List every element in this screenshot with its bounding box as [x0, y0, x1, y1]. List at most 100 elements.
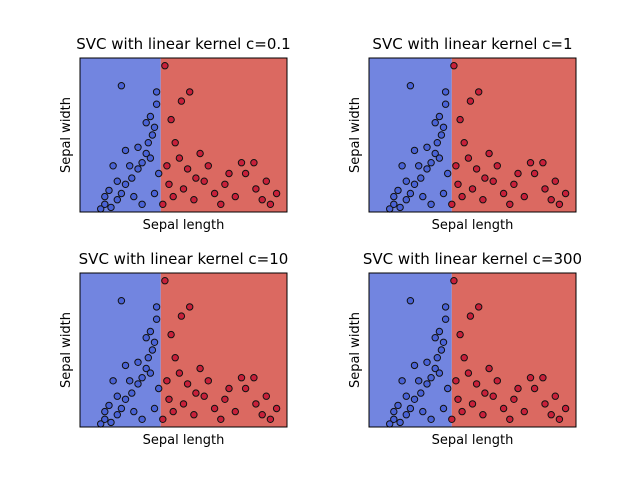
data-point-red [464, 369, 473, 377]
data-point-blue [105, 401, 113, 410]
data-point-red [204, 377, 213, 385]
data-point-red [217, 415, 225, 423]
data-point-red [472, 165, 481, 173]
data-point-red [454, 180, 462, 189]
data-point-red [250, 374, 258, 382]
data-point-red [530, 169, 539, 178]
data-point-red [481, 389, 489, 397]
data-point-blue [435, 112, 444, 121]
data-point-blue [148, 346, 157, 354]
decision-region-blue [80, 58, 161, 212]
data-point-red [190, 411, 198, 419]
data-point-red [200, 392, 208, 400]
data-point-blue [423, 380, 431, 388]
data-point-blue [113, 177, 122, 185]
data-point-red [175, 369, 184, 377]
data-point-red [541, 185, 549, 193]
data-point-blue [435, 154, 444, 162]
data-point-blue [427, 374, 435, 382]
data-point-red [506, 200, 514, 209]
data-point-blue [138, 374, 146, 382]
data-point-red [456, 115, 464, 124]
data-point-red [169, 407, 177, 416]
data-point-red [493, 162, 501, 170]
data-point-red [252, 185, 260, 193]
decision-region-blue [80, 273, 161, 427]
data-point-blue [410, 395, 419, 403]
data-point-red [539, 374, 547, 382]
data-point-blue [150, 189, 159, 198]
data-point-red [450, 61, 458, 70]
data-point-red [454, 395, 462, 403]
data-point-red [237, 374, 246, 382]
data-point-red [196, 149, 204, 158]
data-point-red [169, 192, 177, 201]
data-point-red [475, 303, 483, 311]
subplot-3: SVC with linear kernel c=10 Sepal length S… [59, 250, 288, 448]
data-point-blue [107, 203, 115, 212]
subplot-title: SVC with linear kernel c=1 [372, 35, 572, 53]
data-point-red [479, 411, 487, 419]
data-point-red [204, 162, 213, 170]
data-point-blue [417, 174, 425, 182]
data-point-blue [439, 404, 448, 413]
data-point-blue [435, 327, 444, 336]
data-point-red [225, 169, 233, 178]
data-point-red [547, 411, 555, 419]
data-point-red [452, 162, 460, 170]
data-point-blue [152, 315, 161, 323]
data-point-blue [146, 112, 155, 121]
data-point-red [231, 192, 240, 201]
data-point-red [221, 395, 229, 403]
data-point-red [489, 177, 497, 185]
data-point-blue [431, 364, 439, 373]
data-point-blue [121, 361, 130, 370]
data-point-red [163, 162, 171, 170]
subplot-title: SVC with linear kernel c=0.1 [76, 35, 290, 53]
y-axis-label: Sepal width [348, 312, 363, 388]
data-point-blue [433, 139, 441, 147]
data-point-blue [419, 407, 427, 416]
data-point-red [547, 196, 555, 204]
data-point-red [200, 177, 208, 185]
data-point-blue [402, 196, 410, 204]
data-point-blue [144, 139, 153, 147]
data-point-red [186, 88, 194, 96]
data-point-red [555, 415, 564, 423]
data-point-blue [107, 418, 115, 427]
data-point-red [217, 200, 225, 209]
data-point-blue [138, 159, 146, 167]
data-point-blue [155, 169, 163, 178]
data-point-blue [398, 377, 406, 385]
data-point-red [165, 180, 173, 189]
data-point-blue [435, 369, 444, 377]
data-point-blue [406, 189, 415, 198]
data-point-blue [150, 338, 159, 346]
data-point-blue [126, 377, 134, 385]
data-point-red [551, 177, 559, 185]
data-point-red [485, 364, 493, 373]
data-point-red [266, 415, 275, 423]
data-point-red [514, 169, 522, 178]
data-point-red [499, 189, 508, 198]
x-axis-label: Sepal length [432, 218, 514, 233]
data-point-red [520, 407, 528, 416]
data-point-blue [101, 192, 109, 201]
x-axis-label: Sepal length [432, 433, 514, 448]
subplot-4: SVC with linear kernel c=300 Sepal length… [348, 250, 582, 448]
data-point-red [551, 392, 559, 400]
data-point-red [561, 189, 570, 198]
data-point-blue [439, 189, 448, 198]
data-point-red [171, 139, 179, 147]
data-point-red [171, 354, 179, 362]
data-point-blue [134, 380, 142, 388]
axes-frame [368, 272, 577, 428]
data-point-red [159, 415, 167, 423]
data-point-blue [128, 174, 136, 182]
data-point-red [179, 400, 188, 408]
data-point-blue [142, 334, 150, 342]
data-point-red [167, 115, 175, 124]
data-point-blue [431, 334, 439, 342]
decision-region-red [160, 58, 287, 212]
